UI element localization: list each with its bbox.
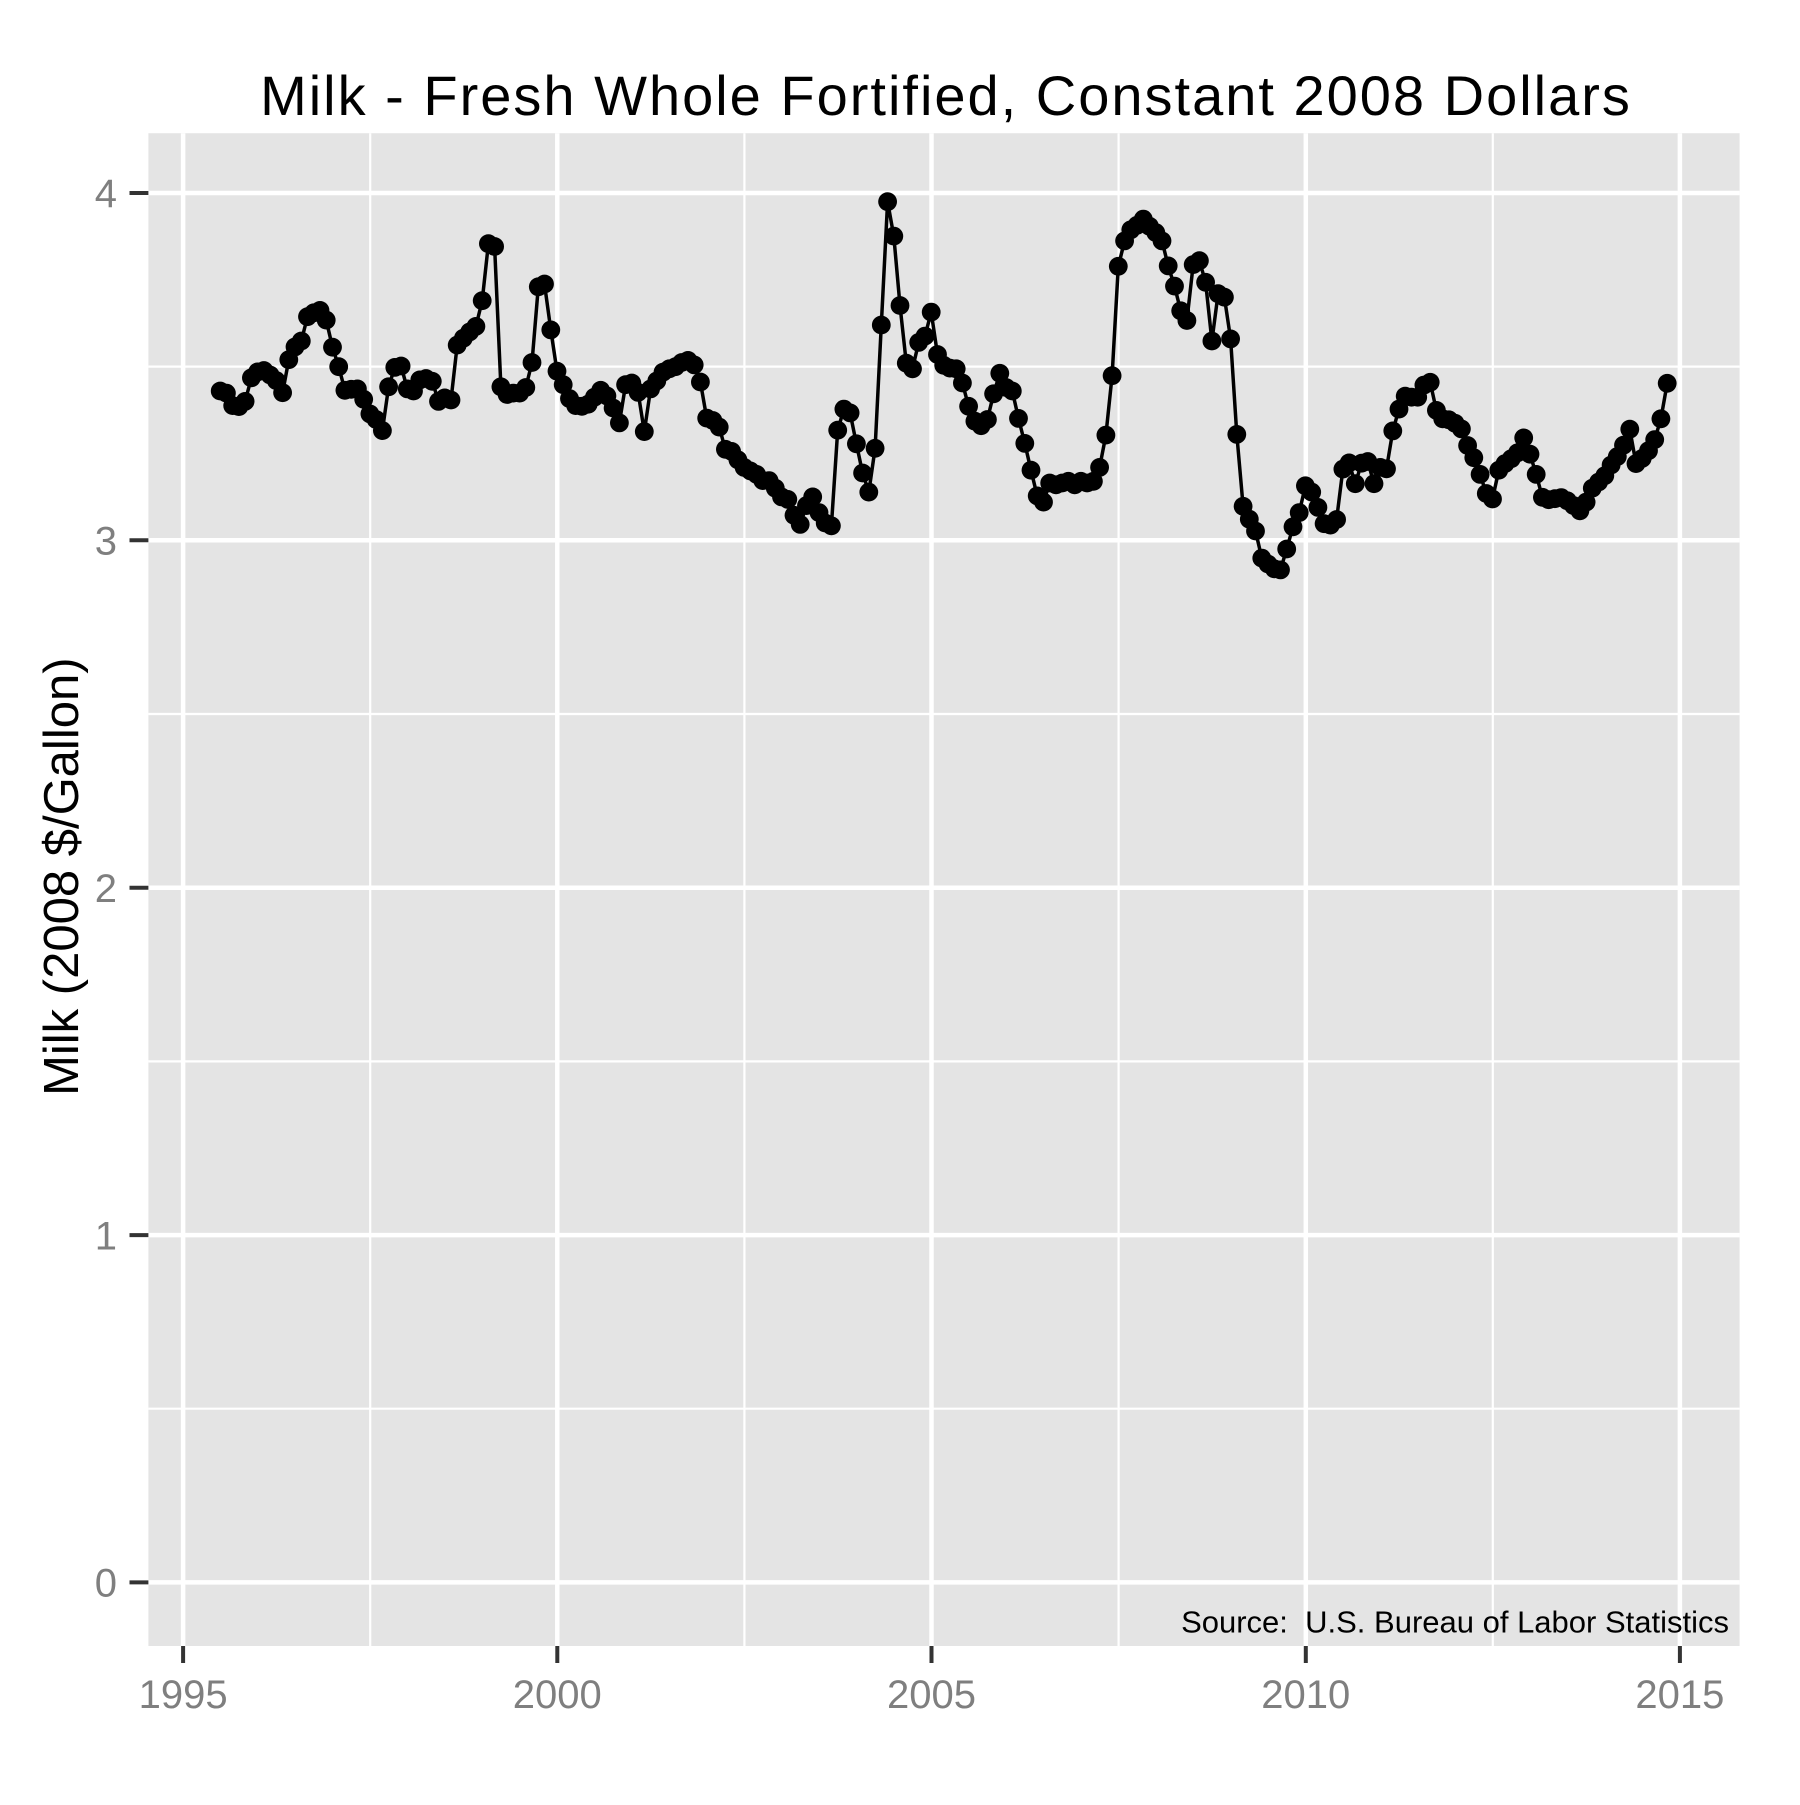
svg-text:1: 1 — [95, 1214, 117, 1258]
svg-text:2005: 2005 — [887, 1673, 976, 1717]
svg-text:Milk (2008 $/Gallon): Milk (2008 $/Gallon) — [35, 657, 89, 1095]
svg-text:3: 3 — [95, 520, 117, 564]
svg-text:Source: U.S. Bureau of Labor: Source: U.S. Bureau of Labor Statistics — [1181, 1605, 1729, 1640]
svg-text:2015: 2015 — [1635, 1673, 1724, 1717]
svg-text:2010: 2010 — [1261, 1673, 1350, 1717]
svg-text:2: 2 — [95, 867, 117, 911]
svg-text:1995: 1995 — [139, 1673, 228, 1717]
svg-text:Milk - Fresh Whole Fortified,: Milk - Fresh Whole Fortified, Constant 2… — [260, 64, 1632, 127]
svg-text:0: 0 — [95, 1562, 117, 1606]
svg-text:4: 4 — [95, 172, 117, 216]
svg-text:2000: 2000 — [513, 1673, 602, 1717]
